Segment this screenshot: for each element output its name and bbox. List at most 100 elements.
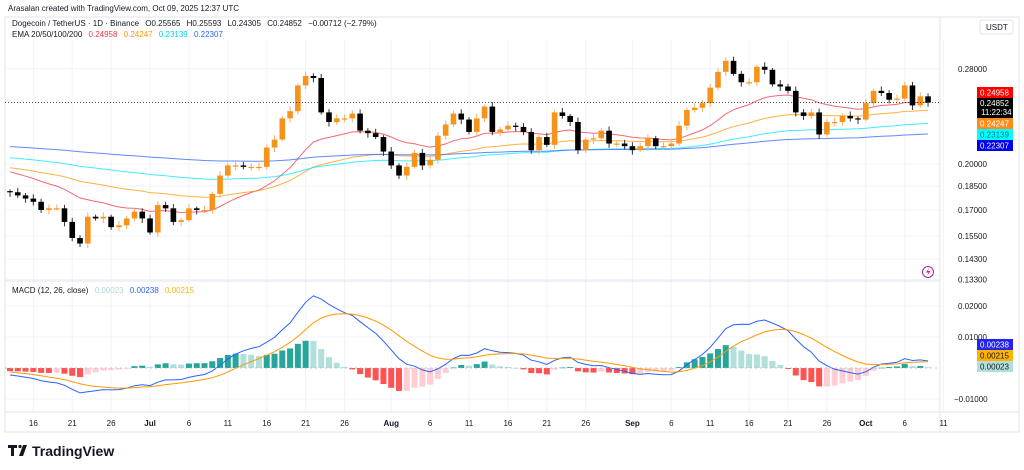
candle[interactable]	[660, 141, 667, 150]
candle[interactable]	[855, 116, 861, 124]
candle[interactable]	[435, 132, 441, 164]
candle[interactable]	[528, 128, 535, 154]
candle[interactable]	[707, 83, 713, 107]
candle[interactable]	[201, 205, 208, 214]
candle[interactable]	[123, 215, 130, 230]
candle[interactable]	[155, 201, 161, 237]
candle[interactable]	[621, 139, 628, 150]
candle[interactable]	[225, 162, 231, 179]
candle[interactable]	[46, 204, 52, 215]
candle[interactable]	[170, 204, 177, 226]
candle[interactable]	[61, 204, 68, 227]
candle[interactable]	[582, 137, 589, 153]
candle[interactable]	[14, 187, 21, 198]
candle[interactable]	[730, 56, 737, 76]
candle[interactable]	[567, 113, 573, 126]
candle[interactable]	[652, 135, 659, 150]
candle[interactable]	[295, 83, 301, 115]
candle[interactable]	[100, 212, 107, 223]
candle[interactable]	[808, 108, 815, 119]
candle[interactable]	[551, 109, 558, 150]
candle[interactable]	[691, 103, 698, 113]
candle[interactable]	[232, 161, 239, 170]
candle[interactable]	[116, 220, 122, 232]
candle[interactable]	[668, 141, 675, 151]
candle[interactable]	[878, 86, 885, 97]
candle[interactable]	[69, 217, 76, 242]
candle[interactable]	[248, 163, 254, 171]
candle[interactable]	[279, 116, 286, 142]
candle[interactable]	[590, 133, 597, 145]
candle[interactable]	[769, 67, 776, 87]
candle[interactable]	[302, 71, 309, 89]
candle[interactable]	[489, 102, 496, 135]
symbol-legend[interactable]: Dogecoin / TetherUS · 1D · Binance O0.25…	[12, 19, 377, 28]
candle[interactable]	[738, 71, 745, 87]
candle[interactable]	[474, 113, 480, 137]
candle[interactable]	[450, 110, 457, 127]
currency-button[interactable]	[979, 19, 1014, 35]
candle[interactable]	[870, 88, 877, 108]
candle[interactable]	[38, 198, 44, 214]
candle[interactable]	[606, 126, 612, 148]
candle[interactable]	[139, 208, 146, 223]
candle[interactable]	[886, 90, 892, 104]
ema-legend[interactable]: EMA 20/50/100/200 0.24958 0.24247 0.2313…	[12, 30, 223, 39]
candle[interactable]	[754, 64, 760, 86]
candle[interactable]	[7, 189, 13, 197]
candle[interactable]	[108, 214, 114, 230]
candle[interactable]	[917, 92, 924, 108]
candle[interactable]	[85, 212, 91, 248]
candle[interactable]	[411, 150, 418, 169]
price-axis[interactable]: 0.28000 0.20000 0.18500 0.17000 0.15500 0.143…	[958, 65, 987, 285]
macd-axis[interactable]: 0.02000 0.01000 −0.01000	[954, 302, 988, 404]
candle[interactable]	[365, 128, 371, 138]
candle[interactable]	[256, 162, 262, 171]
candle[interactable]	[901, 81, 908, 102]
candle[interactable]	[186, 203, 192, 223]
candle[interactable]	[575, 117, 581, 155]
candle[interactable]	[544, 132, 550, 148]
candle[interactable]	[505, 121, 511, 132]
candle[interactable]	[863, 98, 869, 122]
candle[interactable]	[458, 109, 465, 125]
candle[interactable]	[240, 161, 247, 170]
candle[interactable]	[333, 114, 340, 125]
macd-legend[interactable]: MACD (12, 26, close) 0.00023 0.00238 0.0…	[12, 286, 194, 295]
candle[interactable]	[785, 83, 791, 94]
candle[interactable]	[847, 111, 854, 122]
candle[interactable]	[388, 147, 395, 169]
candle[interactable]	[839, 113, 846, 126]
lightning-icon[interactable]	[922, 266, 934, 278]
candle[interactable]	[777, 79, 784, 92]
candle[interactable]	[271, 135, 278, 153]
candle[interactable]	[419, 148, 426, 170]
candle[interactable]	[442, 120, 449, 140]
candle[interactable]	[403, 162, 410, 180]
candle[interactable]	[497, 126, 503, 137]
candle[interactable]	[77, 235, 83, 248]
candle[interactable]	[53, 204, 60, 211]
candle[interactable]	[800, 109, 807, 120]
candle[interactable]	[318, 73, 324, 115]
candle[interactable]	[481, 104, 488, 123]
candle[interactable]	[684, 107, 690, 131]
candle[interactable]	[217, 171, 223, 198]
candle[interactable]	[614, 140, 620, 148]
candle[interactable]	[824, 118, 830, 137]
candle[interactable]	[380, 135, 387, 156]
candle[interactable]	[925, 93, 931, 107]
candle[interactable]	[92, 214, 99, 221]
candle[interactable]	[372, 128, 379, 140]
candlestick-series[interactable]	[7, 56, 931, 248]
candle[interactable]	[326, 109, 332, 127]
candle[interactable]	[178, 217, 184, 227]
candle[interactable]	[147, 214, 153, 235]
candle[interactable]	[131, 207, 138, 222]
candle[interactable]	[559, 107, 566, 119]
candle[interactable]	[512, 122, 519, 132]
candle[interactable]	[536, 133, 542, 155]
tradingview-logo[interactable]: TradingView	[8, 443, 114, 459]
candle[interactable]	[676, 121, 682, 147]
